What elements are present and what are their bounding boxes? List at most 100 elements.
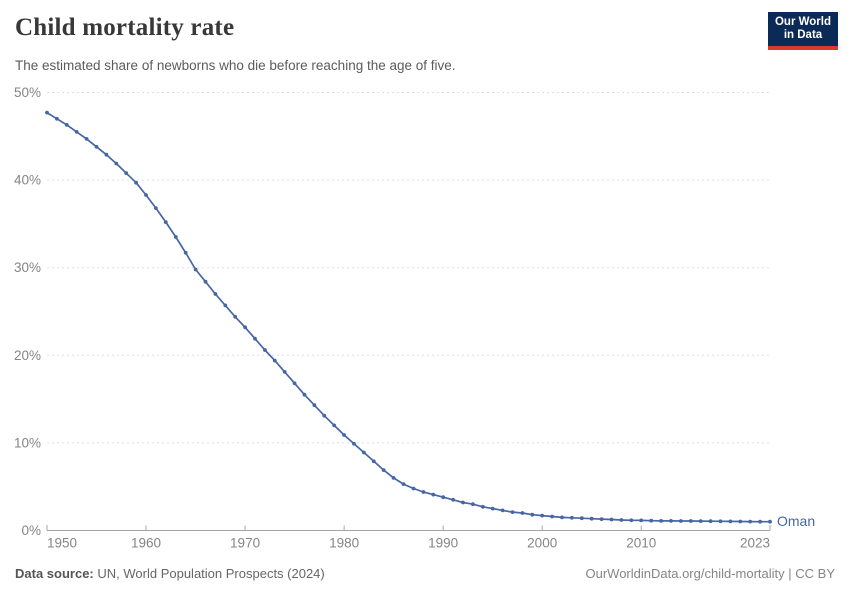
data-point[interactable] [490,506,495,511]
x-tick-label: 1960 [131,536,161,551]
data-point[interactable] [74,130,79,134]
y-tick-label: 50% [14,85,41,100]
data-point[interactable] [391,476,396,480]
data-point[interactable] [312,403,317,408]
data-point[interactable] [362,450,366,455]
data-point[interactable] [510,510,515,514]
data-point[interactable] [718,519,723,524]
page-title: Child mortality rate [15,14,235,41]
data-point[interactable] [302,392,307,397]
data-point[interactable] [144,193,148,197]
owid-logo-text-line2: in Data [783,29,823,41]
data-point[interactable] [768,519,772,524]
x-tick-label: 2000 [527,536,557,551]
data-point[interactable] [480,504,485,509]
data-point[interactable] [243,325,248,330]
series-end-label[interactable]: Oman [777,513,815,529]
data-point[interactable] [64,123,69,127]
data-point[interactable] [332,423,337,428]
data-point[interactable] [253,336,257,341]
data-point[interactable] [599,517,604,521]
data-point[interactable] [619,518,624,522]
data-point[interactable] [698,519,703,523]
data-point[interactable] [213,292,218,296]
data-point[interactable] [272,358,277,363]
data-point[interactable] [609,517,614,522]
data-source: Data source: UN, World Population Prospe… [15,566,325,581]
data-point[interactable] [421,490,426,494]
x-tick-label: 2023 [740,536,770,551]
data-point[interactable] [282,370,287,374]
y-tick-label: 10% [14,435,41,450]
data-point[interactable] [183,250,188,255]
data-point[interactable] [669,519,673,523]
y-tick-label: 20% [14,348,41,363]
data-point[interactable] [649,518,654,523]
data-point[interactable] [45,110,49,115]
data-point[interactable] [55,116,59,121]
data-point[interactable] [748,519,753,524]
data-point[interactable] [371,459,376,464]
data-point[interactable] [659,519,663,523]
x-tick-label: 2010 [626,536,656,551]
line-series-oman[interactable] [46,111,770,523]
data-point[interactable] [292,381,297,386]
data-point[interactable] [134,180,139,185]
data-point[interactable] [461,500,465,505]
data-point[interactable] [342,433,346,437]
y-tick-label: 0% [21,523,41,538]
data-source-text: UN, World Population Prospects (2024) [97,566,325,581]
data-point[interactable] [471,502,475,507]
data-point[interactable] [94,144,99,149]
data-point[interactable] [679,519,683,523]
data-point[interactable] [728,519,733,524]
owid-logo[interactable]: Our World in Data [768,12,838,50]
chart-subtitle: The estimated share of newborns who die … [15,58,456,73]
data-point[interactable] [629,518,634,523]
data-point[interactable] [163,220,168,225]
data-point[interactable] [550,514,554,519]
data-point[interactable] [203,279,208,284]
data-point[interactable] [233,314,238,319]
data-point[interactable] [381,468,386,472]
attribution-link[interactable]: OurWorldinData.org/child-mortality | CC … [585,566,836,581]
data-point[interactable] [352,441,356,446]
data-point[interactable] [708,519,713,524]
data-point[interactable] [114,161,119,166]
data-point[interactable] [579,516,584,521]
data-point[interactable] [401,482,406,486]
data-point[interactable] [530,512,535,517]
data-point[interactable] [500,508,505,513]
data-point[interactable] [431,492,436,497]
y-tick-label: 40% [14,173,41,188]
chart-footer: Data source: UN, World Population Prospe… [0,566,850,581]
data-point[interactable] [411,486,416,491]
x-tick-label: 1970 [230,536,260,551]
data-point[interactable] [589,516,594,521]
data-point[interactable] [688,519,693,523]
data-point[interactable] [758,519,762,524]
data-point[interactable] [451,497,455,502]
data-point[interactable] [441,495,446,500]
data-point[interactable] [193,267,198,272]
owid-logo-text-line1: Our World [774,16,831,28]
data-point[interactable] [540,513,545,518]
x-tick-label: 1990 [428,536,458,551]
data-point[interactable] [154,206,158,211]
data-point[interactable] [322,413,327,418]
data-point[interactable] [263,348,267,352]
data-point[interactable] [84,137,89,141]
data-point[interactable] [520,511,525,515]
data-point[interactable] [124,171,129,176]
data-point[interactable] [570,515,574,520]
data-point[interactable] [738,519,743,524]
data-point[interactable] [223,303,228,308]
data-point[interactable] [104,152,109,157]
data-point[interactable] [560,515,564,520]
data-point[interactable] [639,518,644,523]
data-source-label: Data source: [15,566,94,581]
x-tick-label: 1950 [47,536,77,551]
data-point[interactable] [173,235,178,239]
